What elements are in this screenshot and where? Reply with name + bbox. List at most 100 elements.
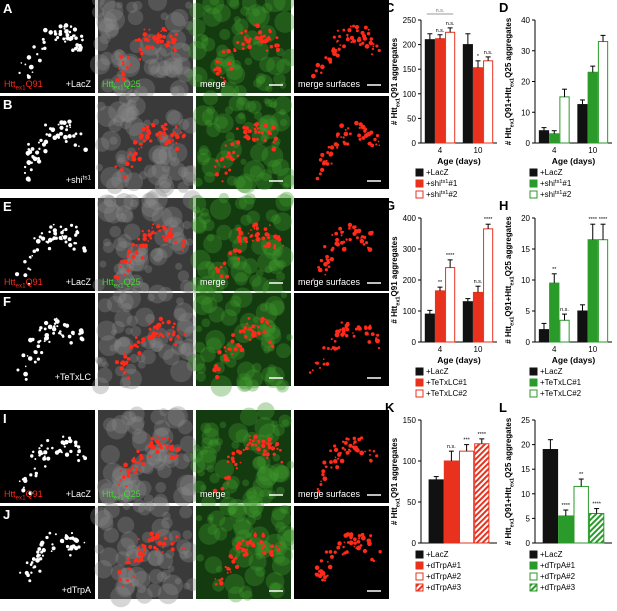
aggregate [28,337,33,343]
aggregate [63,23,69,28]
aggregate [152,334,157,338]
aggregate [326,260,331,265]
texture [220,309,238,326]
texture [98,18,120,39]
aggregate [126,254,130,258]
aggregate [254,443,258,447]
error-bar [541,127,547,131]
texture [159,181,172,194]
aggregate [114,360,120,365]
aggregate [43,455,46,458]
aggregate [72,247,76,251]
aggregate [127,557,130,560]
aggregate [330,337,333,341]
aggregate [331,47,336,51]
aggregate [146,128,151,134]
texture [197,152,210,166]
texture [233,85,247,99]
texture [141,192,157,209]
texture [141,199,164,222]
aggregate [177,336,180,339]
aggregate [40,540,45,545]
aggregate [270,127,274,131]
aggregate [124,368,127,371]
aggregate [160,30,163,33]
texture [274,11,296,33]
protein-label-part: ex1 [114,85,125,92]
texture [268,259,284,275]
texture [259,323,267,331]
aggregate [268,224,271,227]
aggregate [148,334,153,340]
texture [234,272,248,286]
aggregate [354,327,358,331]
texture [257,252,278,273]
aggregate [336,39,339,43]
aggregate [131,254,136,259]
texture [116,1,123,9]
legend-label: +dTrpA#2 [426,572,462,581]
aggregate [333,444,337,448]
aggregate [140,146,143,149]
aggregate [151,320,154,323]
texture [116,212,127,223]
y-tick-label: 10 [521,108,530,117]
protein-label-part: Htt [102,79,114,89]
aggregate [356,539,361,544]
error-bar [447,259,453,268]
error-bar [590,65,596,73]
aggregate [79,132,83,136]
aggregate [59,125,64,130]
legend-key [415,550,424,559]
aggregate [312,278,315,281]
aggregate [319,483,323,487]
aggregate [135,251,139,255]
texture [255,552,263,560]
texture [117,516,135,534]
aggregate [223,80,227,84]
aggregate [260,546,264,550]
aggregate [63,134,68,140]
aggregate [127,560,131,564]
texture [165,549,175,559]
aggregate [349,25,352,28]
aggregate [68,439,73,444]
legend-key [529,550,538,559]
texture [258,423,280,445]
aggregate [171,232,175,235]
aggregate [145,125,150,130]
aggregate [229,571,232,573]
aggregate [171,139,174,142]
aggregate [148,323,151,326]
aggregate [214,165,217,168]
texture [94,510,114,529]
texture [149,337,164,352]
texture [127,147,136,157]
aggregate [216,367,221,372]
aggregate [58,24,63,29]
aggregate [250,443,253,446]
aggregate [65,125,69,128]
aggregate [133,558,138,563]
aggregate [52,228,58,233]
texture [182,220,192,230]
protein-label-part: Q25 [124,489,141,499]
texture [162,511,171,521]
aggregate [344,334,349,338]
aggregate [36,159,42,164]
aggregate [248,434,251,437]
aggregate [165,43,169,48]
aggregate [174,54,176,56]
aggregate [128,261,131,265]
texture [164,407,186,429]
texture [117,577,135,596]
texture [193,33,209,49]
aggregate [375,338,380,344]
aggregate [140,256,145,260]
legend-label-part: +LacZ [540,168,563,177]
aggregate [50,550,53,553]
aggregate [132,575,135,579]
aggregate [315,62,321,68]
aggregate [46,447,49,450]
texture [96,105,118,127]
